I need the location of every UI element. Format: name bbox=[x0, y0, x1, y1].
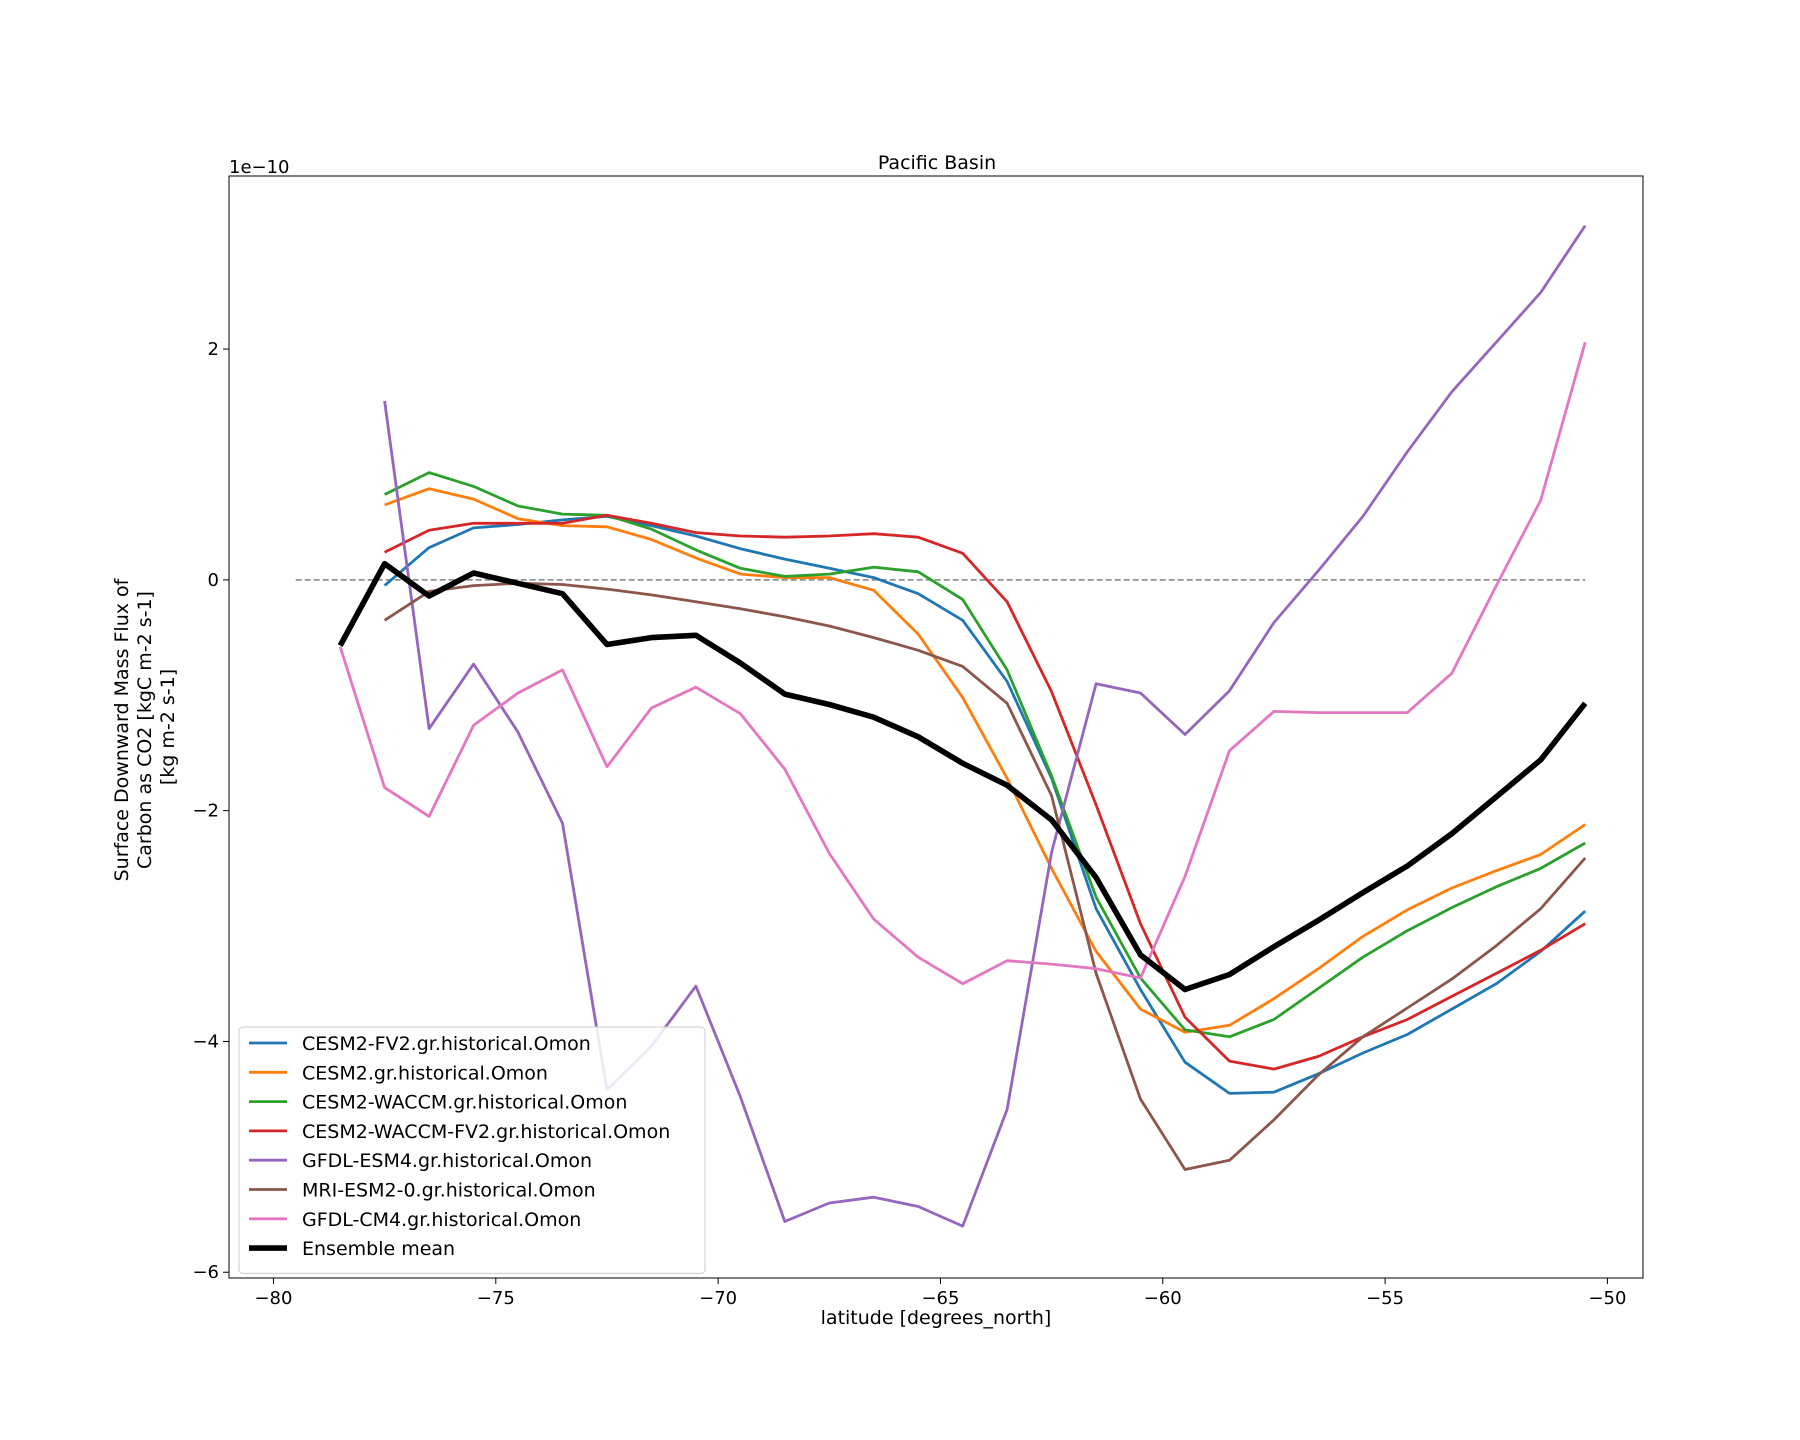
y-axis-label-line-1: Surface Downward Mass Flux of bbox=[111, 577, 133, 881]
x-axis: −80 −75 −70 −65 −60 −55 −50 bbox=[254, 1278, 1626, 1309]
y-axis-label: Surface Downward Mass Flux of Carbon as … bbox=[111, 573, 179, 882]
legend-label-8: Ensemble mean bbox=[302, 1238, 455, 1260]
legend-label-4: CESM2-WACCM-FV2.gr.historical.Omon bbox=[302, 1121, 670, 1143]
series-line-6 bbox=[383, 581, 1587, 1171]
x-tick-label: −55 bbox=[1366, 1288, 1404, 1309]
x-tick-label: −80 bbox=[254, 1288, 292, 1309]
y-axis-offset-label: 1e−10 bbox=[229, 157, 290, 178]
legend-label-1: CESM2-FV2.gr.historical.Omon bbox=[302, 1033, 591, 1055]
x-tick-label: −75 bbox=[477, 1288, 515, 1309]
series-line-4 bbox=[383, 513, 1586, 1071]
chart-title: Pacific Basin bbox=[878, 152, 996, 174]
y-axis: −6 −4 −2 0 2 bbox=[192, 339, 229, 1283]
y-axis-label-line-2: Carbon as CO2 [kgC m-2 s-1] bbox=[134, 591, 156, 869]
y-tick-label: −6 bbox=[192, 1262, 219, 1283]
series-line-7 bbox=[338, 341, 1587, 986]
series-line-5 bbox=[383, 224, 1587, 1228]
series-line-3 bbox=[383, 471, 1586, 1039]
y-tick-label: 0 bbox=[208, 570, 219, 591]
series-line-8 bbox=[337, 560, 1588, 993]
x-tick-label: −50 bbox=[1588, 1288, 1626, 1309]
x-tick-label: −70 bbox=[699, 1288, 737, 1309]
legend: CESM2-FV2.gr.historical.Omon CESM2.gr.his… bbox=[238, 1026, 706, 1274]
series-layer bbox=[337, 224, 1588, 1228]
x-axis-label: latitude [degrees_north] bbox=[821, 1307, 1052, 1329]
y-tick-label: −4 bbox=[192, 1031, 219, 1052]
y-tick-label: 2 bbox=[208, 339, 219, 360]
plot-area-frame bbox=[228, 175, 1644, 1279]
y-axis-label-line-3: [kg m-2 s-1] bbox=[157, 669, 179, 785]
legend-label-5: GFDL-ESM4.gr.historical.Omon bbox=[302, 1150, 592, 1172]
legend-box bbox=[238, 1026, 706, 1274]
legend-label-2: CESM2.gr.historical.Omon bbox=[302, 1062, 548, 1084]
y-tick-label: −2 bbox=[192, 801, 219, 822]
x-tick-label: −60 bbox=[1144, 1288, 1182, 1309]
series-line-2 bbox=[384, 487, 1586, 1034]
legend-label-3: CESM2-WACCM.gr.historical.Omon bbox=[302, 1092, 627, 1114]
series-line-1 bbox=[383, 515, 1587, 1095]
x-tick-label: −65 bbox=[921, 1288, 959, 1309]
legend-label-6: MRI-ESM2-0.gr.historical.Omon bbox=[302, 1180, 596, 1202]
legend-label-7: GFDL-CM4.gr.historical.Omon bbox=[302, 1209, 581, 1231]
